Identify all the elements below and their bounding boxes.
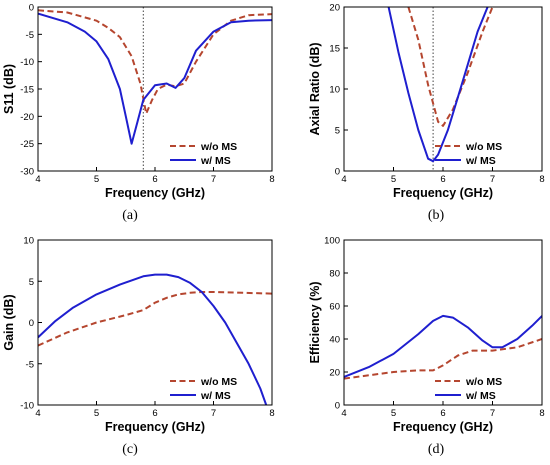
y-axis-label: S11 (dB) xyxy=(2,64,16,114)
series-line-without-ms xyxy=(344,338,542,380)
series-line-without-ms xyxy=(38,291,272,347)
x-tick-label: 7 xyxy=(490,174,495,185)
plot-frame xyxy=(343,239,543,406)
y-tick-label: 10 xyxy=(23,236,34,247)
x-tick-label: 6 xyxy=(152,408,157,419)
y-tick-label: -25 xyxy=(20,139,34,150)
y-tick-label: -5 xyxy=(26,359,34,370)
y-tick-label: -10 xyxy=(20,57,34,68)
x-tick-label: 4 xyxy=(341,174,346,185)
y-axis-label: Efficiency (%) xyxy=(308,282,322,364)
y-tick-label: 0 xyxy=(335,401,340,412)
y-tick-label: 0 xyxy=(29,3,34,14)
x-tick-label: 6 xyxy=(440,408,445,419)
x-tick-label: 5 xyxy=(94,174,99,185)
series-line-with-ms xyxy=(38,273,268,405)
panel-caption: (d) xyxy=(428,442,445,457)
x-axis-label: Frequency (GHz) xyxy=(393,420,493,434)
series-line-without-ms xyxy=(407,7,494,127)
legend-label: w/ MS xyxy=(200,390,231,402)
x-axis-label: Frequency (GHz) xyxy=(105,186,205,200)
series-line-with-ms xyxy=(38,12,272,145)
panel-caption: (b) xyxy=(428,208,445,223)
x-tick-label: 7 xyxy=(490,408,495,419)
series-line-with-ms xyxy=(387,7,489,163)
x-tick-label: 7 xyxy=(211,408,216,419)
panel-caption: (a) xyxy=(122,208,138,223)
x-tick-label: 6 xyxy=(440,174,445,185)
x-axis-label: Frequency (GHz) xyxy=(105,420,205,434)
x-tick-label: 8 xyxy=(269,408,274,419)
y-tick-label: 0 xyxy=(29,318,34,329)
y-tick-label: 40 xyxy=(329,335,340,346)
chart-panel-1: 4 5 6 7 8 0 -5 -10 -15 -20 -25 -30 Frequency (GHz) S1… xyxy=(2,3,275,224)
y-tick-label: -30 xyxy=(20,167,34,178)
y-tick-label: -5 xyxy=(26,30,34,41)
y-tick-label: 10 xyxy=(329,85,340,96)
plot-frame xyxy=(343,6,543,172)
y-tick-label: 0 xyxy=(335,167,340,178)
legend-label: w/ MS xyxy=(465,155,496,167)
series-line-with-ms xyxy=(344,314,542,378)
x-tick-label: 5 xyxy=(391,174,396,185)
legend-label: w/o MS xyxy=(200,141,237,153)
y-tick-label: 80 xyxy=(329,269,340,280)
legend-label: w/o MS xyxy=(465,376,502,388)
x-tick-label: 7 xyxy=(211,174,216,185)
x-tick-label: 8 xyxy=(269,174,274,185)
series-line-without-ms xyxy=(38,9,272,115)
legend-label: w/o MS xyxy=(200,376,237,388)
y-axis-label: Axial Ratio (dB) xyxy=(308,42,322,135)
chart-panel-3: 4 5 6 7 8 10 5 0 -5 -10 Frequency (GHz) Gain (dB) w/… xyxy=(2,236,275,458)
x-tick-label: 8 xyxy=(539,408,544,419)
y-tick-label: 5 xyxy=(335,126,340,137)
x-tick-label: 5 xyxy=(391,408,396,419)
y-tick-label: 15 xyxy=(329,44,340,55)
y-tick-label: 20 xyxy=(329,3,340,14)
x-tick-label: 5 xyxy=(94,408,99,419)
y-tick-label: 60 xyxy=(329,302,340,313)
x-axis-label: Frequency (GHz) xyxy=(393,186,493,200)
y-axis-label: Gain (dB) xyxy=(2,294,16,350)
x-tick-label: 4 xyxy=(341,408,346,419)
y-tick-label: 100 xyxy=(324,236,340,247)
y-tick-label: -10 xyxy=(20,401,34,412)
y-tick-label: 5 xyxy=(29,277,34,288)
x-tick-label: 6 xyxy=(152,174,157,185)
chart-panel-2: 4 5 6 7 8 0 5 10 15 20 Frequency (GHz) Axial Ratio … xyxy=(308,3,545,224)
y-tick-label: -20 xyxy=(20,112,34,123)
legend-label: w/ MS xyxy=(465,390,496,402)
legend-label: w/ MS xyxy=(200,155,231,167)
legend-label: w/o MS xyxy=(465,141,502,153)
x-tick-label: 8 xyxy=(539,174,544,185)
y-tick-label: -15 xyxy=(20,85,34,96)
x-tick-label: 4 xyxy=(35,174,40,185)
y-tick-label: 20 xyxy=(329,368,340,379)
x-tick-label: 4 xyxy=(35,408,40,419)
panel-caption: (c) xyxy=(122,442,138,457)
